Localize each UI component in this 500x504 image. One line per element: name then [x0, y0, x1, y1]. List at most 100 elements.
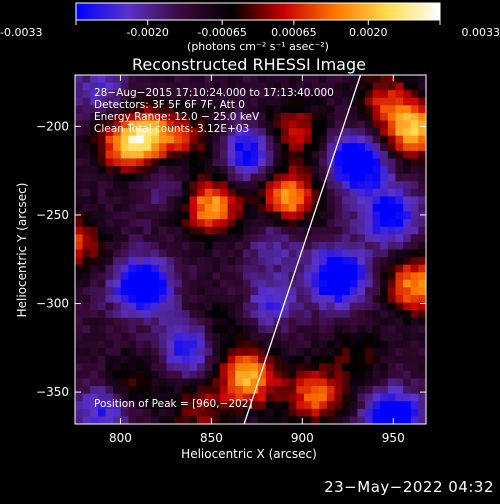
heatmap-cell	[281, 272, 289, 280]
heatmap-cell	[83, 287, 91, 295]
heatmap-cell	[266, 250, 274, 258]
heatmap-cell	[258, 105, 266, 113]
heatmap-cell	[121, 257, 129, 265]
heatmap-cell	[228, 341, 236, 349]
heatmap-cell	[312, 174, 320, 182]
heatmap-cell	[266, 287, 274, 295]
heatmap-cell	[189, 272, 197, 280]
heatmap-cell	[357, 196, 365, 204]
heatmap-cell	[128, 378, 136, 386]
heatmap-cell	[273, 204, 281, 212]
heatmap-cell	[174, 303, 182, 311]
heatmap-cell	[197, 303, 205, 311]
heatmap-cell	[83, 280, 91, 288]
heatmap-cell	[144, 416, 152, 424]
heatmap-cell	[220, 75, 228, 83]
heatmap-cell	[136, 378, 144, 386]
heatmap-cell	[83, 394, 91, 402]
heatmap-cell	[75, 212, 83, 220]
heatmap-cell	[151, 212, 159, 220]
heatmap-cell	[220, 250, 228, 258]
heatmap-cell	[243, 136, 251, 144]
heatmap-cell	[144, 143, 152, 151]
heatmap-cell	[289, 356, 297, 364]
heatmap-cell	[258, 401, 266, 409]
heatmap-cell	[243, 265, 251, 273]
heatmap-cell	[144, 303, 152, 311]
heatmap-cell	[106, 166, 114, 174]
heatmap-cell	[273, 113, 281, 121]
heatmap-cell	[189, 158, 197, 166]
heatmap-cell	[83, 303, 91, 311]
heatmap-cell	[205, 386, 213, 394]
heatmap-cell	[243, 204, 251, 212]
heatmap-cell	[395, 409, 403, 417]
heatmap-cell	[304, 325, 312, 333]
heatmap-cell	[212, 212, 220, 220]
heatmap-cell	[159, 250, 167, 258]
heatmap-cell	[205, 318, 213, 326]
heatmap-cell	[235, 75, 243, 83]
heatmap-cell	[273, 128, 281, 136]
heatmap-cell	[281, 416, 289, 424]
heatmap-cell	[151, 416, 159, 424]
heatmap-cell	[251, 136, 259, 144]
heatmap-cell	[258, 75, 266, 83]
heatmap-cell	[228, 143, 236, 151]
heatmap-cell	[411, 257, 419, 265]
heatmap-cell	[403, 75, 411, 83]
heatmap-cell	[251, 166, 259, 174]
heatmap-cell	[98, 75, 106, 83]
heatmap-cell	[182, 234, 190, 242]
heatmap-cell	[319, 196, 327, 204]
heatmap-cell	[90, 416, 98, 424]
heatmap-cell	[304, 105, 312, 113]
heatmap-cell	[151, 303, 159, 311]
heatmap-cell	[273, 196, 281, 204]
y-tick-label: −300	[36, 297, 69, 311]
heatmap-cell	[373, 136, 381, 144]
heatmap-cell	[266, 113, 274, 121]
heatmap-cell	[418, 386, 426, 394]
heatmap-cell	[357, 257, 365, 265]
heatmap-cell	[228, 196, 236, 204]
heatmap-cell	[296, 196, 304, 204]
heatmap-cell	[350, 136, 358, 144]
heatmap-cell	[189, 219, 197, 227]
heatmap-cell	[121, 325, 129, 333]
heatmap-cell	[380, 250, 388, 258]
heatmap-cell	[113, 318, 121, 326]
heatmap-cell	[403, 401, 411, 409]
heatmap-cell	[189, 348, 197, 356]
heatmap-cell	[411, 234, 419, 242]
heatmap-cell	[266, 409, 274, 417]
heatmap-cell	[304, 394, 312, 402]
heatmap-cell	[205, 287, 213, 295]
heatmap-cell	[174, 143, 182, 151]
heatmap-cell	[281, 280, 289, 288]
heatmap-cell	[312, 416, 320, 424]
heatmap-cell	[365, 318, 373, 326]
heatmap-cell	[403, 363, 411, 371]
heatmap-cell	[319, 158, 327, 166]
heatmap-cell	[106, 310, 114, 318]
heatmap-cell	[319, 227, 327, 235]
heatmap-cell	[266, 227, 274, 235]
heatmap-cell	[289, 416, 297, 424]
heatmap-cell	[121, 143, 129, 151]
heatmap-cell	[418, 265, 426, 273]
heatmap-cell	[365, 136, 373, 144]
heatmap-cell	[319, 204, 327, 212]
heatmap-cell	[350, 219, 358, 227]
heatmap-cell	[212, 310, 220, 318]
heatmap-cell	[403, 83, 411, 91]
heatmap-cell	[296, 158, 304, 166]
heatmap-cell	[98, 143, 106, 151]
heatmap-cell	[380, 318, 388, 326]
heatmap-cell	[83, 219, 91, 227]
heatmap-cell	[365, 303, 373, 311]
heatmap-cell	[235, 409, 243, 417]
heatmap-cell	[411, 242, 419, 250]
heatmap-cell	[312, 378, 320, 386]
heatmap-cell	[319, 212, 327, 220]
